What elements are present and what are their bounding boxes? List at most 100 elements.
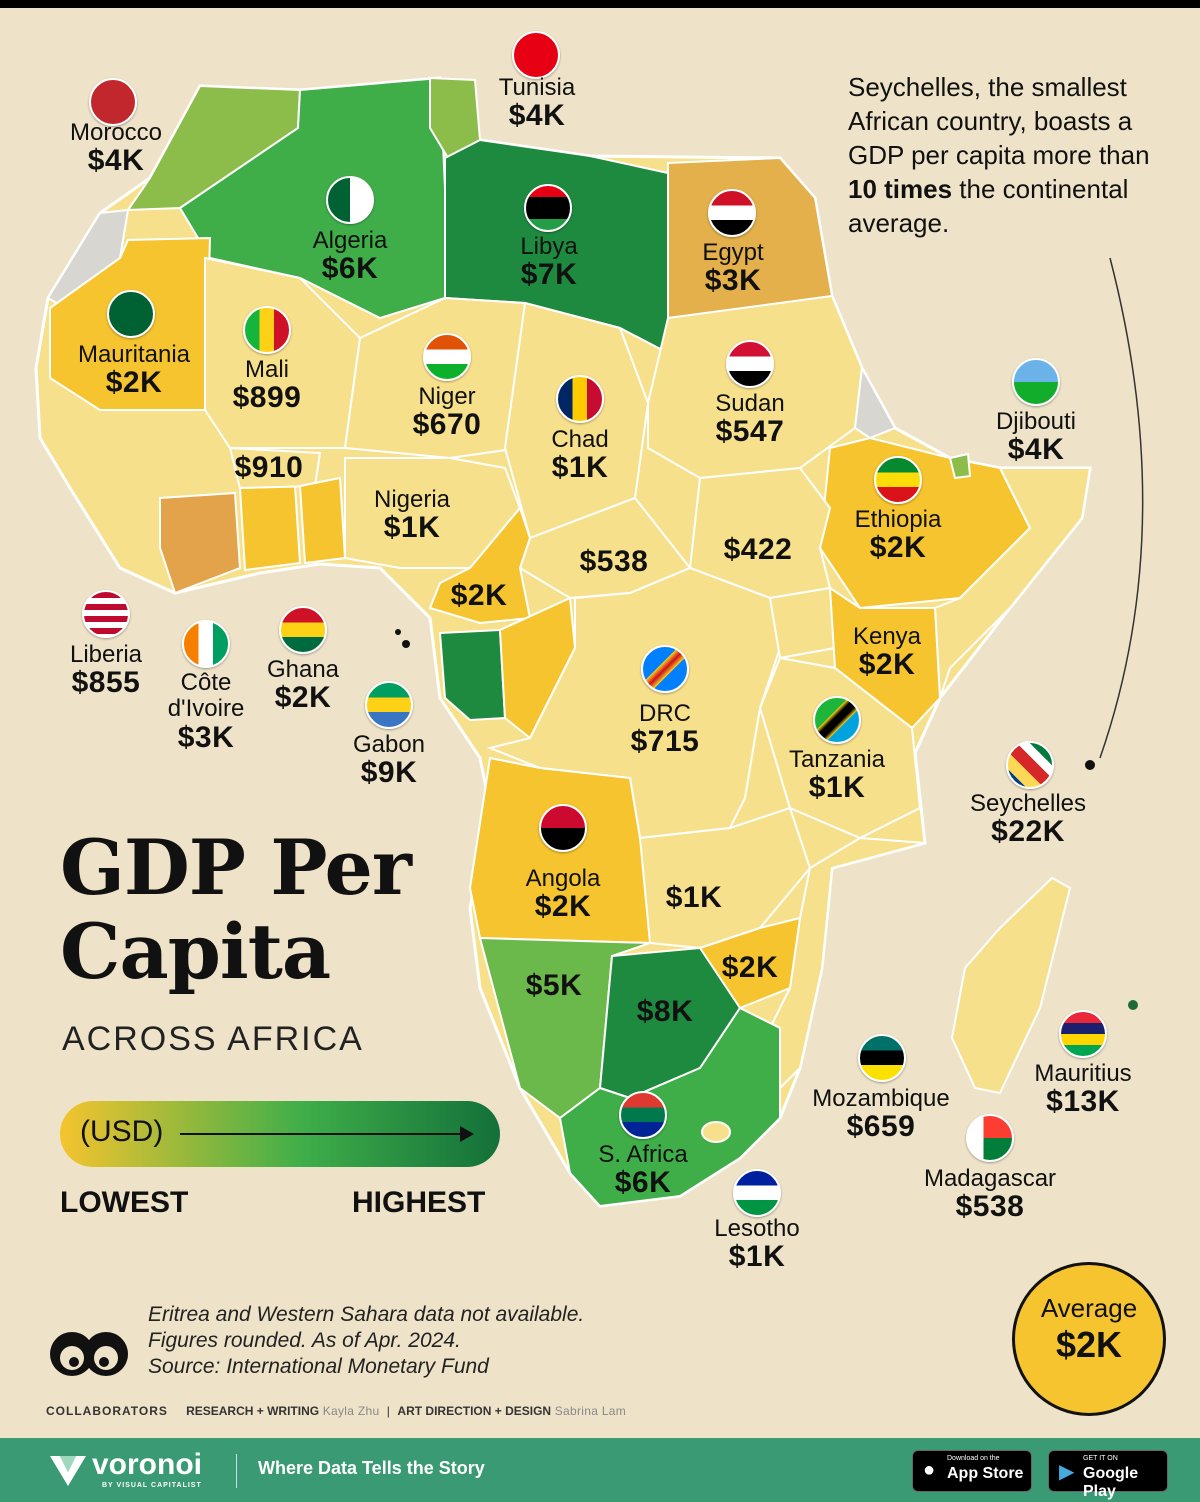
sudan-flag-icon [726,340,774,388]
sao-tome-island [395,629,401,635]
brand-byline: BY VISUAL CAPITALIST [102,1482,202,1489]
tagline: Where Data Tells the Story [258,1458,485,1478]
gabon-flag-icon [365,681,413,729]
mauritania-flag-icon [107,290,155,338]
legend-high-label: HIGHEST [352,1186,486,1219]
tanzania-region [758,656,922,840]
uganda-region [768,586,837,660]
cote-divoire-region [159,491,242,595]
label-libya: Libya $7K [520,233,578,292]
label-lesotho: Lesotho $1K [714,1215,800,1274]
ghana-flag-icon [279,606,327,654]
label-mozambique: Mozambique $659 [812,1085,950,1144]
apple-icon: ● [923,1459,936,1481]
label-mauritius: Mauritius $13K [1034,1060,1132,1119]
madagascar-region [950,876,1072,1095]
gabon-region [438,628,507,722]
footer-bar: voronoi BY VISUAL CAPITALIST Where Data … [0,1438,1200,1502]
morocco-flag-icon [89,78,137,126]
voronoi-eyes-logo-icon [50,1332,128,1376]
label-cote-divoire: Côte d'Ivoire $3K [167,669,245,754]
madagascar-flag-icon [966,1114,1014,1162]
algeria-flag-icon [326,176,374,224]
label-morocco: Morocco $4K [69,119,163,178]
value-zambia: $1K [665,881,723,914]
footnotes: Eritrea and Western Sahara data not avai… [148,1303,585,1378]
drc-flag-icon [641,645,689,693]
page-subtitle: ACROSS AFRICA [62,1020,364,1058]
average-label: Average [1040,1293,1138,1323]
label-chad: Chad $1K [551,426,609,485]
liberia-flag-icon [82,590,130,638]
libya-flag-icon [524,184,572,232]
callout-arrow [1099,257,1144,759]
lesotho-flag-icon [733,1169,781,1217]
angola-flag-icon [539,804,587,852]
legend-unit: (USD) [80,1115,164,1148]
seychelles-flag-icon [1006,741,1054,789]
label-niger: Niger $670 [412,383,482,442]
niger-flag-icon [423,333,471,381]
label-nigeria: Nigeria $1K [373,486,451,545]
djibouti-flag-icon [1012,358,1060,406]
google-play-button[interactable]: ▶ GET IT ON Google Play [1048,1450,1168,1500]
somalia-region [933,467,1092,699]
tunisia-flag-icon [512,31,560,79]
label-liberia: Liberia $855 [69,641,143,700]
value-burkina: $910 [234,451,304,484]
south-africa-region [558,1006,781,1208]
benin-region [298,476,347,565]
page-title: GDP Per Capita [60,823,412,996]
value-cameroon: $2K [450,579,508,612]
label-algeria: Algeria $6K [312,227,388,286]
ghana-region [238,484,302,572]
label-sudan: Sudan $547 [715,390,785,449]
zambia-region [638,806,812,950]
tanzania-flag-icon [813,696,861,744]
cote-divoire-flag-icon [182,620,230,668]
lesotho-region [701,1121,731,1143]
value-zimbabwe: $2K [721,951,779,984]
brand-name[interactable]: voronoi [92,1448,202,1481]
label-egypt: Egypt $3K [702,239,764,298]
label-south-africa: S. Africa $6K [598,1141,688,1200]
label-tunisia: Tunisia $4K [498,74,576,133]
color-legend: (USD) [60,1101,500,1167]
mozambique-flag-icon [858,1034,906,1082]
egypt-flag-icon [708,189,756,237]
djibouti-region [948,452,972,480]
legend-low-label: LOWEST [60,1186,189,1219]
mauritius-flag-icon [1059,1010,1107,1058]
average-badge: Average $2K [1012,1262,1166,1416]
label-kenya: Kenya $2K [852,623,922,682]
label-gabon: Gabon $9K [352,731,426,790]
legend-arrow-icon [180,1126,474,1142]
label-seychelles: Seychelles $22K [969,790,1087,849]
label-mali: Mali $899 [232,356,302,415]
value-botswana: $8K [636,995,694,1028]
mali-flag-icon [243,306,291,354]
value-south-sudan: $422 [723,533,793,566]
chad-flag-icon [556,375,604,423]
infographic-poster: Morocco $4K Tunisia $4K Algeria $6K Libya $7… [0,8,1200,1502]
seychelles-callout: Seychelles, the smallest African country… [848,72,1150,238]
seychelles-island [1085,760,1095,770]
eritrea-region [853,364,897,440]
app-store-button[interactable]: ● Download on the App Store [912,1450,1032,1492]
label-angola: Angola $2K [525,865,601,924]
value-car: $538 [579,545,649,578]
collaborators-credit: COLLABORATORS RESEARCH + WRITING Kayla Z… [46,1404,627,1418]
footer-divider [236,1454,237,1488]
mauritius-island [1128,1000,1138,1010]
label-mauritania: Mauritania $2K [77,341,191,400]
label-madagascar: Madagascar $538 [923,1165,1057,1224]
label-ghana: Ghana $2K [266,656,340,715]
label-djibouti: Djibouti $4K [995,408,1077,467]
value-namibia: $5K [525,969,583,1002]
label-tanzania: Tanzania $1K [788,746,886,805]
ethiopia-flag-icon [874,456,922,504]
play-icon: ▶ [1059,1461,1075,1483]
label-ethiopia: Ethiopia $2K [854,506,942,565]
cape-verde-island [402,640,410,648]
south-africa-flag-icon [619,1091,667,1139]
